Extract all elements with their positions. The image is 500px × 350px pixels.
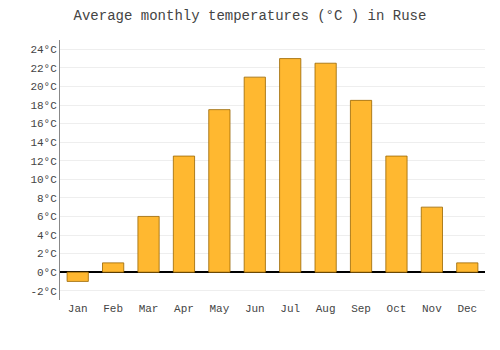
svg-text:6°C: 6°C [37, 211, 57, 223]
svg-text:-2°C: -2°C [30, 286, 57, 298]
svg-text:18°C: 18°C [30, 100, 57, 112]
svg-text:Nov: Nov [422, 303, 442, 315]
svg-text:Oct: Oct [387, 303, 407, 315]
svg-text:2°C: 2°C [37, 248, 57, 260]
svg-text:Aug: Aug [316, 303, 336, 315]
svg-text:14°C: 14°C [30, 137, 57, 149]
svg-text:0°C: 0°C [37, 267, 57, 279]
svg-text:4°C: 4°C [37, 230, 57, 242]
svg-text:24°C: 24°C [30, 44, 57, 56]
svg-text:22°C: 22°C [30, 63, 57, 75]
svg-text:8°C: 8°C [37, 193, 57, 205]
svg-text:Mar: Mar [139, 303, 159, 315]
svg-text:16°C: 16°C [30, 118, 57, 130]
svg-text:Jul: Jul [280, 303, 300, 315]
svg-text:10°C: 10°C [30, 174, 57, 186]
svg-text:20°C: 20°C [30, 81, 57, 93]
svg-text:Apr: Apr [174, 303, 194, 315]
svg-text:Jun: Jun [245, 303, 265, 315]
svg-text:May: May [209, 303, 229, 315]
svg-text:Average monthly temperatures (: Average monthly temperatures (°C ) in Ru… [74, 8, 427, 24]
svg-text:Jan: Jan [68, 303, 88, 315]
svg-text:Sep: Sep [351, 303, 371, 315]
svg-text:Dec: Dec [457, 303, 477, 315]
svg-text:12°C: 12°C [30, 156, 57, 168]
svg-text:Feb: Feb [103, 303, 123, 315]
